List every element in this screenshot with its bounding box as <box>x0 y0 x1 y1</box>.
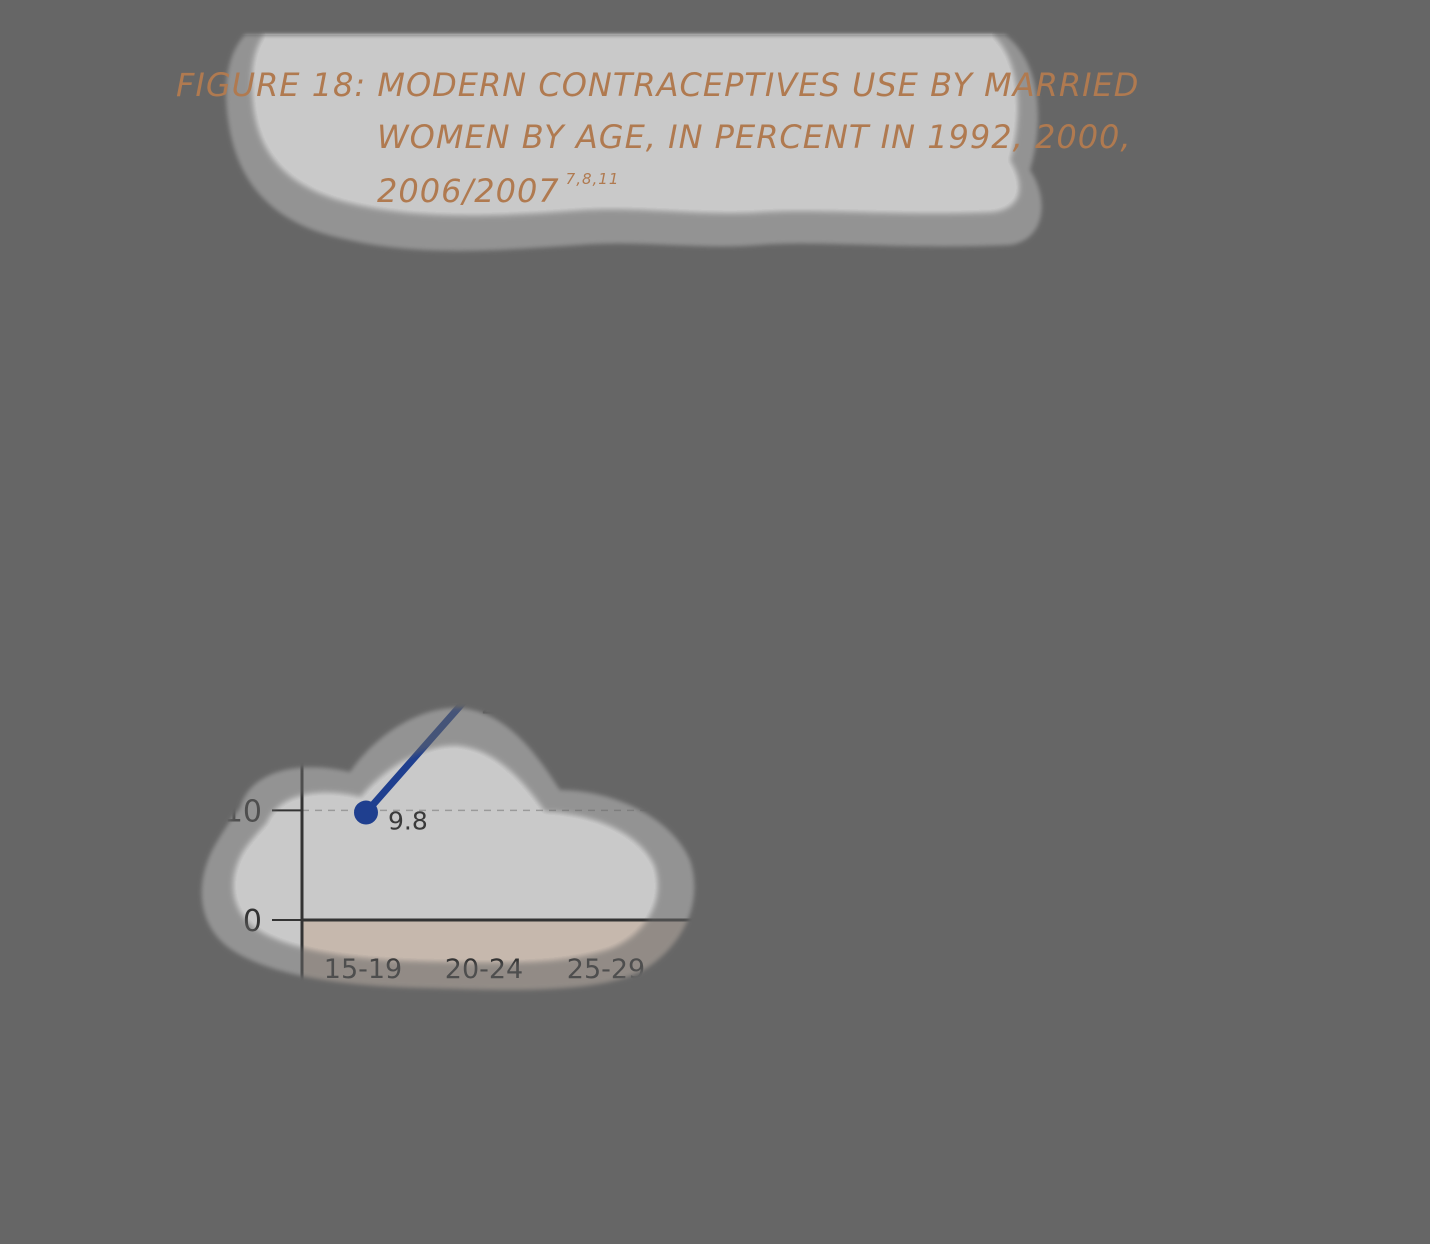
legend-label-2006: 2006/2007 <box>1016 1046 1222 1090</box>
legend-marker-1992 <box>387 1055 411 1079</box>
x-tick-label: 30-34 <box>689 954 767 985</box>
data-label-2006: 55.4 <box>822 262 878 291</box>
x-tick-label: 25-29 <box>567 954 645 985</box>
y-tick-label: 0 <box>243 904 262 939</box>
legend-label-2000: 2000 <box>736 1046 833 1090</box>
data-label-2000: 46.4 <box>616 433 672 462</box>
data-label-2006: 51.5 <box>437 308 493 337</box>
x-tick-label: 45-49 <box>1058 954 1136 985</box>
data-label-2006: 55.8 <box>716 256 772 285</box>
data-label-2000: 35.8 <box>1005 496 1061 525</box>
data-label-2000: 32.2 <box>1127 543 1183 572</box>
y-tick-label: 40 <box>224 465 262 500</box>
data-label-2006: 39.1 <box>319 430 375 459</box>
data-label-1992: 9.8 <box>388 807 428 836</box>
data-label-2006: 56.2 <box>581 250 637 279</box>
x-tick-label: 35-39 <box>810 954 888 985</box>
data-label-1992: 22.3 <box>481 690 537 719</box>
y-tick-label: 10 <box>224 794 262 829</box>
data-label-1992: 28.7 <box>606 628 662 657</box>
data-point-2000 <box>1088 554 1112 579</box>
data-point-1992 <box>354 800 378 825</box>
data-point-1992 <box>1088 690 1112 715</box>
data-point-1992 <box>963 688 987 713</box>
data-label-2006: 47.6 <box>1130 395 1186 424</box>
legend: 1992 2000 2006/2007 <box>300 1016 1274 1116</box>
y-axis-label: % of married women using modern contrace… <box>154 296 185 1065</box>
figure-caption-line-2: WOMEN BY AGE, IN PERCENT IN 1992, 2000, <box>377 118 1132 156</box>
data-label-2000: 44.7 <box>755 402 811 431</box>
data-label-1992: 26.6 <box>723 650 779 679</box>
caption-text-2: WOMEN BY AGE, IN PERCENT IN 1992, 2000, <box>377 118 1132 156</box>
data-point-2000 <box>597 399 621 424</box>
data-label-1992: 19.8 <box>1128 700 1184 729</box>
x-tick-label: 40-44 <box>933 954 1011 985</box>
legend-marker-2000 <box>661 1055 685 1079</box>
data-point-1992 <box>840 579 864 603</box>
data-point-1992 <box>475 663 499 688</box>
y-tick-label: 30 <box>224 575 262 610</box>
y-tick-label: 20 <box>224 685 262 720</box>
data-label-2000: 22.5 <box>388 660 444 689</box>
data-label-2000: 40.4 <box>497 493 553 522</box>
x-axis-band: 15-19 20-24 25-29 30-34 35-39 40-44 45-49 <box>300 918 1274 1020</box>
data-label-1992: 30 <box>838 619 870 648</box>
data-point-2000 <box>354 661 378 686</box>
x-tick-label: 15-19 <box>324 954 402 985</box>
data-label-1992: 20 <box>967 722 999 751</box>
legend-label-1992: 1992 <box>462 1046 559 1090</box>
data-label-2006: 54 <box>972 279 1004 308</box>
figure-caption-line-1: FIGURE 18: MODERN CONTRACEPTIVES USE BY … <box>176 66 1139 104</box>
data-point-2000 <box>840 466 864 491</box>
data-point-2000 <box>963 515 987 540</box>
x-tick-label: 20-24 <box>445 954 523 985</box>
series-lines <box>350 289 1116 825</box>
caption-references: 7,8,11 <box>565 170 620 188</box>
y-tick-label: 60 <box>224 246 262 281</box>
figure-caption-line-3: 2006/2007 7,8,11 <box>377 170 619 210</box>
data-point-1992 <box>719 616 743 641</box>
caption-text-3: 2006/2007 <box>377 172 560 210</box>
data-label-2000: 40.3 <box>880 449 936 478</box>
axes: 0 10 20 30 40 50 60 <box>224 246 304 1116</box>
caption-text-1: FIGURE 18: MODERN CONTRACEPTIVES USE BY … <box>176 66 1140 104</box>
data-point-2000 <box>719 417 743 442</box>
y-tick-label: 50 <box>224 356 262 391</box>
data-point-2000 <box>475 464 499 489</box>
data-point-1992 <box>597 593 621 618</box>
